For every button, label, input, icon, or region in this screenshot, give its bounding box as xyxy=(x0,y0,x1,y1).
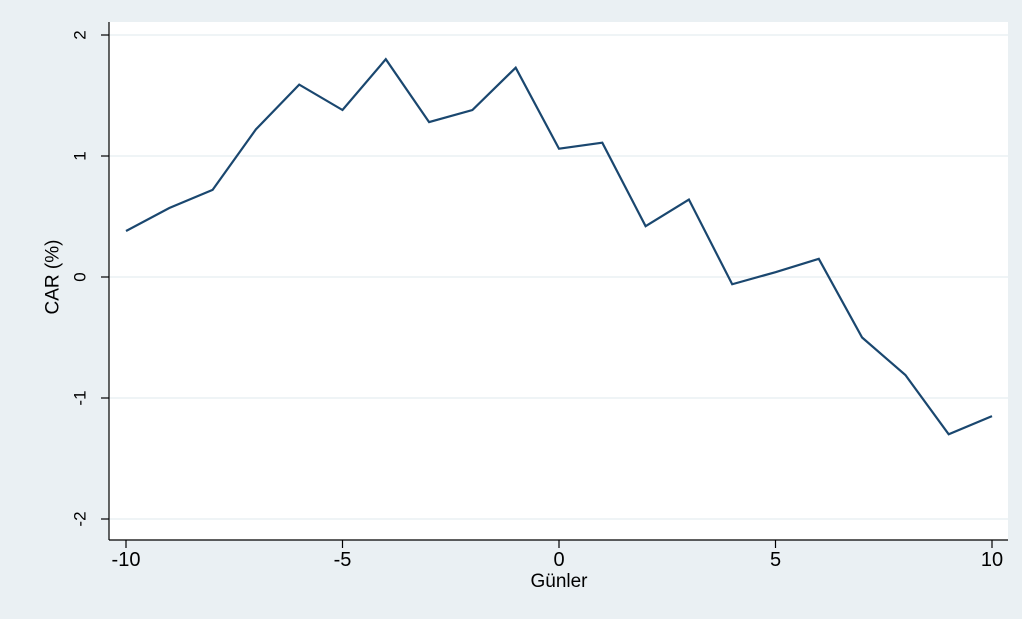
x-tick-label: 10 xyxy=(981,549,1003,571)
y-tick-label: 2 xyxy=(71,30,90,39)
x-axis-title: Günler xyxy=(530,571,588,592)
y-tick-label: -2 xyxy=(71,511,90,526)
y-tick-label: 0 xyxy=(71,272,90,281)
plot-area xyxy=(109,22,1008,540)
x-tick-label: 0 xyxy=(553,549,564,571)
y-axis-title: CAR (%) xyxy=(43,240,64,315)
x-tick-label: 5 xyxy=(770,549,781,571)
x-tick-label: -5 xyxy=(334,549,352,571)
x-tick-label: -10 xyxy=(112,549,141,571)
y-tick-label: -1 xyxy=(71,390,90,405)
y-tick-label: 1 xyxy=(71,151,90,160)
